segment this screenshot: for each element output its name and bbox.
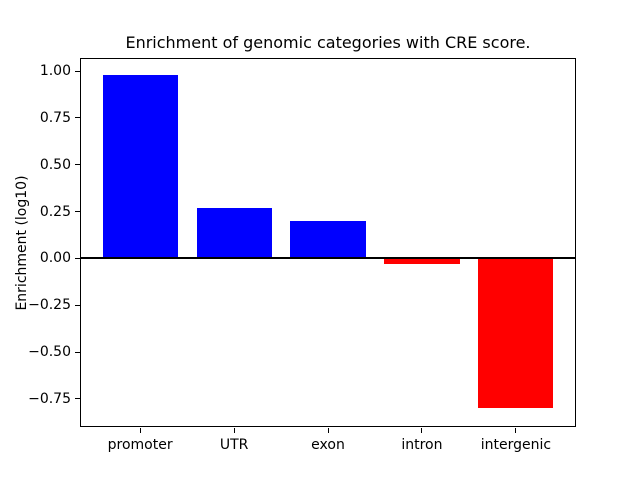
bar-exon [290, 221, 366, 259]
x-tick-label: UTR [219, 437, 249, 453]
x-tick-label: intron [401, 437, 443, 453]
x-tick-mark [327, 428, 329, 433]
y-tick-label: 0.25 [39, 203, 71, 220]
x-tick-label: promoter [107, 437, 173, 453]
x-tick-label: intergenic [480, 437, 552, 453]
y-tick-mark [75, 164, 80, 166]
chart-title: Enrichment of genomic categories with CR… [125, 33, 531, 52]
x-tick-label: exon [311, 437, 345, 453]
zero-line [80, 257, 576, 260]
y-tick-label: −0.50 [28, 344, 71, 361]
y-tick-label: 0.00 [39, 250, 71, 267]
y-tick-mark [75, 351, 80, 353]
y-tick-label: 1.00 [39, 63, 71, 80]
y-tick-label: −0.75 [28, 390, 71, 407]
y-tick-label: 0.50 [39, 156, 71, 173]
y-axis-label: Enrichment (log10) [14, 175, 30, 311]
bar-promoter [102, 74, 178, 259]
bar-intron [384, 258, 460, 264]
y-tick-mark [75, 70, 80, 72]
y-tick-mark [75, 398, 80, 400]
bar-UTR [196, 207, 272, 259]
x-tick-mark [233, 428, 235, 433]
y-tick-mark [75, 117, 80, 119]
y-tick-mark [75, 211, 80, 213]
x-tick-mark [139, 428, 141, 433]
x-tick-mark [515, 428, 517, 433]
bar-intergenic [478, 258, 554, 409]
y-tick-label: −0.25 [28, 297, 71, 314]
y-tick-mark [75, 304, 80, 306]
y-tick-mark [75, 257, 80, 259]
x-tick-mark [421, 428, 423, 433]
y-tick-label: 0.75 [39, 109, 71, 126]
